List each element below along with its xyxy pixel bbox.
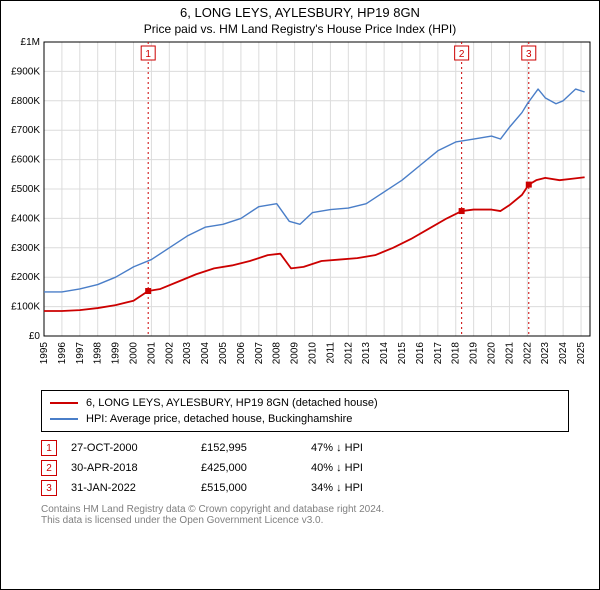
svg-text:2009: 2009 (290, 342, 301, 365)
chart-title: 6, LONG LEYS, AYLESBURY, HP19 8GN (1, 5, 599, 20)
footer: Contains HM Land Registry data © Crown c… (41, 504, 569, 526)
sale-row: 2 30-APR-2018£425,00040% ↓ HPI (41, 458, 569, 478)
sale-date: 31-JAN-2022 (71, 482, 201, 494)
svg-text:1998: 1998 (93, 342, 104, 365)
chart-plot-wrap: £0 £100K £200K £300K £400K £500K £600K £700K £80… (2, 36, 598, 384)
legend-swatch (50, 402, 78, 404)
svg-text:£900K: £900K (11, 66, 40, 77)
svg-text:2023: 2023 (540, 342, 551, 365)
footer-line-2: This data is licensed under the Open Gov… (41, 515, 569, 526)
sale-row: 1 27-OCT-2000£152,99547% ↓ HPI (41, 438, 569, 458)
chart-svg: £0 £100K £200K £300K £400K £500K £600K £700K £80… (2, 36, 598, 384)
svg-text:£300K: £300K (11, 243, 40, 254)
sale-hpi: 40% ↓ HPI (311, 462, 431, 474)
legend-label: 6, LONG LEYS, AYLESBURY, HP19 8GN (detac… (86, 397, 378, 409)
sale-price: £425,000 (201, 462, 311, 474)
footer-line-1: Contains HM Land Registry data © Crown c… (41, 504, 569, 515)
svg-text:1997: 1997 (75, 342, 86, 365)
sales-table: 1 27-OCT-2000£152,99547% ↓ HPI 2 30-APR-201… (41, 438, 569, 498)
sale-marker: 1 (41, 440, 57, 456)
svg-text:2012: 2012 (343, 342, 354, 365)
legend-item: HPI: Average price, detached house, Buck… (50, 411, 560, 427)
svg-text:£600K: £600K (11, 155, 40, 166)
svg-text:2004: 2004 (200, 342, 211, 365)
svg-text:2025: 2025 (576, 342, 587, 365)
svg-text:2013: 2013 (361, 342, 372, 365)
svg-text:£1M: £1M (21, 37, 40, 48)
chart-subtitle: Price paid vs. HM Land Registry's House … (1, 22, 599, 36)
sale-price: £152,995 (201, 442, 311, 454)
svg-text:2006: 2006 (236, 342, 247, 365)
svg-text:1996: 1996 (57, 342, 68, 365)
svg-text:2: 2 (459, 49, 465, 60)
svg-text:£100K: £100K (11, 302, 40, 313)
svg-text:2017: 2017 (433, 342, 444, 365)
sale-hpi: 47% ↓ HPI (311, 442, 431, 454)
sale-marker: 2 (41, 460, 57, 476)
svg-text:3: 3 (526, 49, 532, 60)
legend-label: HPI: Average price, detached house, Buck… (86, 413, 352, 425)
svg-text:£500K: £500K (11, 184, 40, 195)
svg-text:2010: 2010 (308, 342, 319, 365)
svg-text:2022: 2022 (522, 342, 533, 365)
svg-text:2001: 2001 (146, 342, 157, 365)
svg-text:1: 1 (145, 49, 151, 60)
legend-swatch (50, 418, 78, 420)
legend-item: 6, LONG LEYS, AYLESBURY, HP19 8GN (detac… (50, 395, 560, 411)
svg-text:2011: 2011 (325, 342, 336, 364)
sale-date: 27-OCT-2000 (71, 442, 201, 454)
svg-text:£700K: £700K (11, 125, 40, 136)
svg-text:2024: 2024 (558, 342, 569, 365)
svg-text:1999: 1999 (111, 342, 122, 365)
svg-text:2007: 2007 (254, 342, 265, 365)
svg-text:2020: 2020 (487, 342, 498, 365)
svg-text:2021: 2021 (504, 342, 515, 365)
svg-text:2008: 2008 (272, 342, 283, 365)
sale-row: 3 31-JAN-2022£515,00034% ↓ HPI (41, 478, 569, 498)
svg-text:£400K: £400K (11, 213, 40, 224)
chart-container: 6, LONG LEYS, AYLESBURY, HP19 8GN Price … (0, 0, 600, 590)
svg-text:2014: 2014 (379, 342, 390, 365)
svg-text:2016: 2016 (415, 342, 426, 365)
svg-text:£0: £0 (29, 331, 41, 342)
svg-text:2018: 2018 (451, 342, 462, 365)
sale-hpi: 34% ↓ HPI (311, 482, 431, 494)
svg-text:£800K: £800K (11, 96, 40, 107)
titles: 6, LONG LEYS, AYLESBURY, HP19 8GN Price … (1, 1, 599, 36)
svg-text:1995: 1995 (39, 342, 50, 365)
svg-text:2019: 2019 (469, 342, 480, 365)
svg-text:£200K: £200K (11, 272, 40, 283)
svg-text:2005: 2005 (218, 342, 229, 365)
svg-text:2015: 2015 (397, 342, 408, 365)
svg-text:2003: 2003 (182, 342, 193, 365)
sale-marker: 3 (41, 480, 57, 496)
svg-text:2000: 2000 (129, 342, 140, 365)
sale-date: 30-APR-2018 (71, 462, 201, 474)
sale-price: £515,000 (201, 482, 311, 494)
svg-text:2002: 2002 (164, 342, 175, 365)
legend: 6, LONG LEYS, AYLESBURY, HP19 8GN (detac… (41, 390, 569, 432)
